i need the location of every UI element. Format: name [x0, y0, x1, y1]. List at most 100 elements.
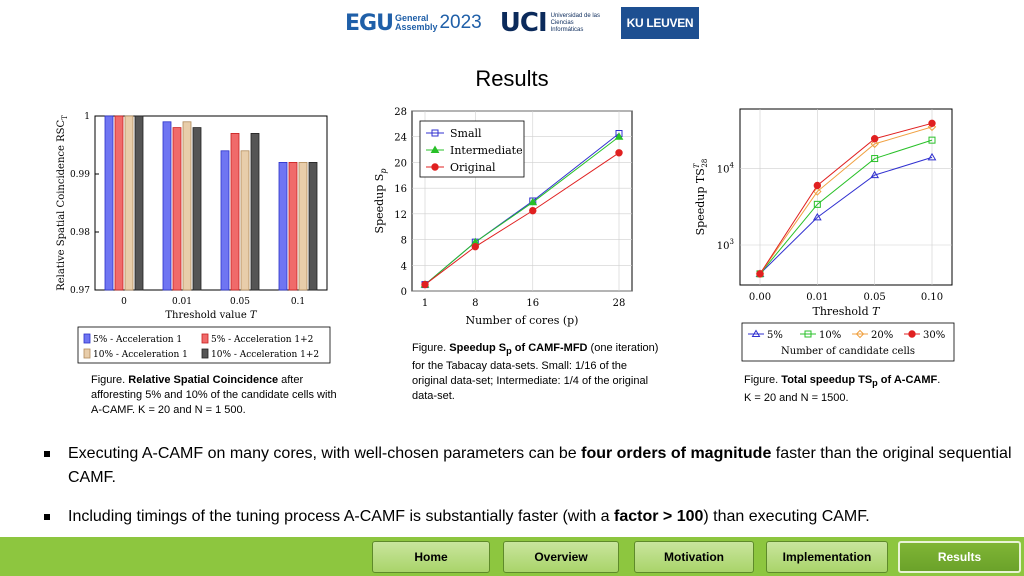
legend-label: Small: [450, 127, 482, 140]
series-line: [424, 152, 620, 285]
caption-bold: Total speedup TS: [781, 374, 873, 386]
data-point: [614, 132, 624, 140]
data-point: [813, 181, 822, 190]
y-axis-label: Speedup TST28: [693, 159, 709, 236]
legend-label: Intermediate: [450, 144, 523, 157]
legend-label: 5% - Acceleration 1: [93, 335, 182, 345]
y-tick-label: 104: [717, 162, 735, 176]
x-axis-label: Number of cores (p): [466, 314, 579, 327]
data-point: [528, 197, 538, 206]
x-tick-label: 0.00: [749, 292, 771, 303]
data-point: [615, 149, 623, 157]
bar: [240, 150, 250, 291]
x-tick-label: 0.10: [921, 292, 943, 303]
data-point: [756, 270, 764, 278]
bar: [288, 162, 298, 291]
y-axis-label: Relative Spatial Coincidence RSCT: [56, 115, 69, 291]
data-point: [928, 136, 936, 144]
uci-logo: UCI Universidad de las Ciencias Informát…: [500, 8, 601, 38]
nav-home-button[interactable]: Home: [372, 541, 490, 573]
bullet-bold: factor > 100: [614, 508, 704, 525]
data-point: [421, 280, 429, 289]
nav-implementation-button[interactable]: Implementation: [766, 541, 888, 573]
y-tick-label: 0.97: [70, 286, 90, 296]
legend-marker: [908, 330, 916, 338]
y-axis-label-sub: 28: [701, 159, 709, 168]
caption-subscript: p: [506, 346, 512, 357]
data-point: [870, 139, 879, 149]
bar: [220, 150, 230, 291]
legend-marker: [430, 145, 440, 153]
y-tick-label: 8: [401, 236, 407, 247]
bullet-1: Executing A-CAMF on many cores, with wel…: [44, 442, 1014, 490]
x-tick-label: 28: [613, 298, 626, 309]
y-tick-exponent: 4: [730, 162, 735, 170]
y-tick-label: 4: [401, 261, 407, 272]
bar: [124, 115, 134, 291]
data-point: [927, 152, 937, 161]
y-tick-label: 28: [394, 107, 407, 118]
speedup-caption: Figure. Speedup Sp of CAMF-MFD (one iter…: [412, 341, 662, 404]
legend-swatch: [201, 348, 209, 359]
series-line: [759, 126, 933, 275]
bullet-square-icon: [44, 451, 50, 457]
y-axis-label-sub: p: [379, 169, 388, 174]
legend-marker: [751, 329, 761, 337]
caption-text: (one iteration) for the Tabacay data-set…: [412, 342, 659, 403]
nav-overview-button[interactable]: Overview: [503, 541, 619, 573]
caption-text: after afforesting 5% and 10% of the cand…: [91, 374, 337, 416]
y-tick-label: 12: [394, 210, 407, 221]
rsc-bar-chart: 0.97 0.98 0.99 1 0 0.01 0.05 0.1 Threshold value…: [56, 112, 331, 364]
egu-ga-line2: Assembly: [394, 22, 438, 32]
bullet-text-end: ) than executing CAMF.: [703, 508, 870, 525]
bar: [162, 121, 172, 291]
caption-subscript: p: [872, 378, 878, 389]
x-tick-label: 0.01: [806, 292, 828, 303]
data-point: [813, 200, 821, 208]
caption-bold-2: of CAMF-MFD: [511, 342, 588, 354]
rsc-caption: Figure. Relative Spatial Coincidence aft…: [91, 373, 341, 418]
nav-motivation-button[interactable]: Motivation: [634, 541, 754, 573]
bullet-2-text: Including timings of the tuning process …: [68, 505, 870, 529]
legend-swatch: [83, 348, 91, 359]
bullet-text-end: faster than the original sequential CAMF…: [68, 445, 1012, 486]
y-tick-label: 24: [394, 133, 407, 144]
x-tick-label: 0.1: [291, 297, 305, 307]
x-tick-label: 0.01: [172, 297, 192, 307]
egu-ga-line1: General: [394, 13, 429, 23]
legend-marker: [431, 129, 439, 137]
legend-marker: [431, 163, 439, 171]
caption-prefix: Figure.: [91, 374, 129, 386]
y-tick-label: 0.98: [70, 228, 90, 238]
x-tick-label: 0.05: [864, 292, 886, 303]
legend-swatch: [201, 333, 209, 344]
bullet-1-text: Executing A-CAMF on many cores, with wel…: [68, 442, 1014, 490]
plot-frame: [739, 108, 953, 286]
x-axis-label: Threshold value T: [165, 310, 258, 321]
bullet-2: Including timings of the tuning process …: [44, 505, 1014, 529]
bar: [278, 162, 288, 291]
y-tick-label: 1: [84, 112, 90, 122]
legend-label: 10%: [819, 330, 841, 341]
legend-marker: [804, 330, 812, 338]
total-caption: Figure. Total speedup TSp of A-CAMF. K =…: [744, 373, 944, 406]
y-axis-label: Speedup Sp: [373, 169, 388, 234]
y-axis-label-sub: T: [61, 115, 69, 120]
y-tick-exponent: 3: [730, 238, 734, 246]
bar: [230, 132, 240, 291]
x-axis-label-var: T: [872, 305, 881, 318]
egu-ga-label: General Assembly: [395, 14, 438, 32]
plot-frame: [94, 115, 328, 291]
bar: [172, 127, 182, 291]
y-tick-label: 103: [717, 238, 734, 252]
x-tick-label: 16: [526, 298, 539, 309]
legend-label: 5% - Acceleration 1+2: [211, 335, 313, 345]
series-line: [759, 122, 933, 275]
data-point: [529, 206, 537, 215]
y-tick-label: 0: [401, 287, 407, 298]
bar: [308, 162, 318, 291]
bar: [182, 121, 192, 291]
legend-label: 20%: [871, 330, 893, 341]
bar: [114, 115, 124, 291]
nav-results-button[interactable]: Results: [898, 541, 1021, 573]
